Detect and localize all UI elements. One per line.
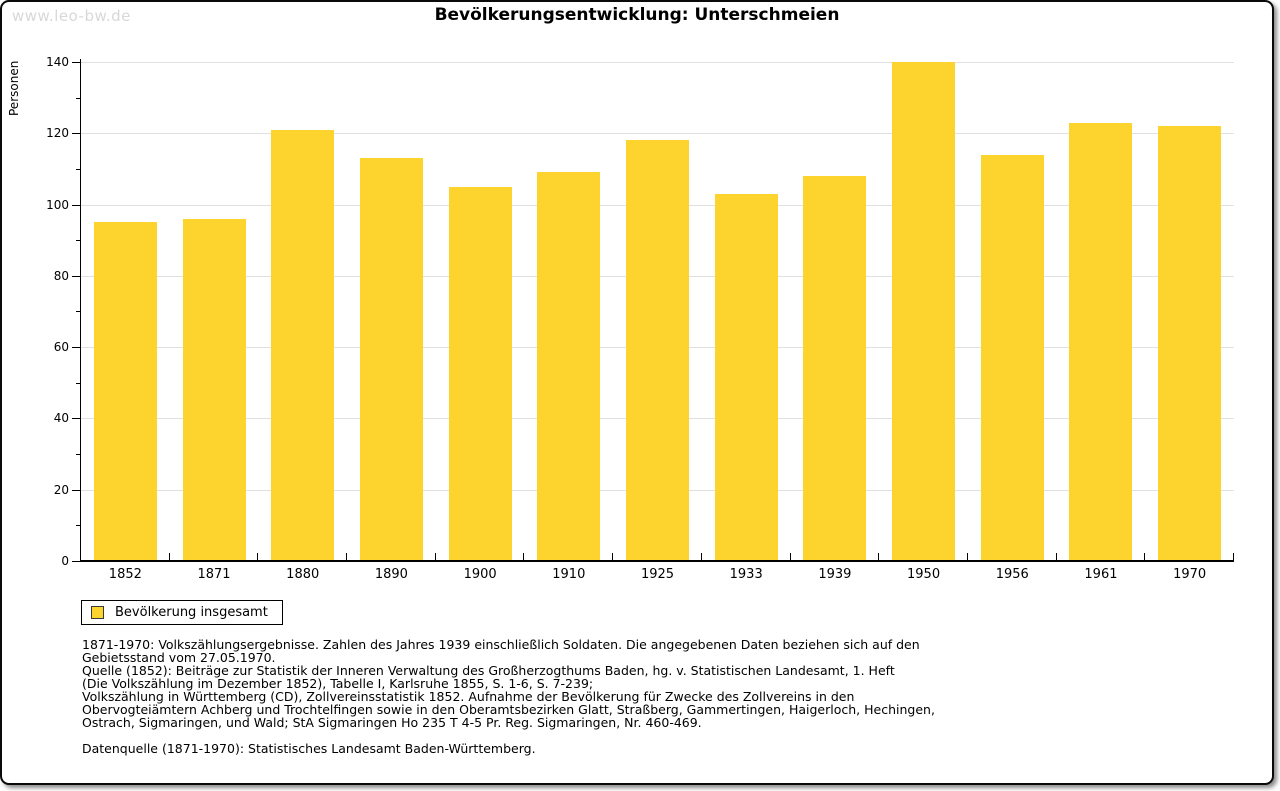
x-tick-label-1890: 1890: [374, 567, 408, 582]
y-major-tick-120: [72, 133, 81, 134]
x-tick-label-1925: 1925: [640, 567, 675, 582]
x-boundary-tick-13: [1233, 553, 1234, 561]
footnote-line-4: (Die Volkszählung im Dezember 1852), Tab…: [82, 676, 594, 691]
x-tick-label-1961: 1961: [1084, 567, 1118, 582]
y-tick-label-0: 0: [61, 554, 69, 568]
y-major-tick-0: [72, 561, 81, 562]
x-tick-label-1910: 1910: [552, 567, 586, 582]
y-major-tick-80: [72, 276, 81, 277]
bar-1961: [1069, 123, 1132, 561]
x-boundary-tick-6: [612, 553, 613, 561]
legend-swatch-icon: [91, 606, 104, 619]
x-boundary-tick-11: [1056, 553, 1057, 561]
footnote-line-3: Quelle (1852): Beiträge zur Statistik de…: [82, 663, 895, 678]
x-tick-label-1950: 1950: [907, 567, 941, 582]
x-tick-label-1939: 1939: [818, 567, 852, 582]
footnote-line-5: Volkszählung in Württemberg (CD), Zollve…: [82, 689, 855, 704]
bar-1925: [626, 140, 689, 561]
x-boundary-tick-2: [257, 553, 258, 561]
x-boundary-tick-8: [790, 553, 791, 561]
y-minor-tick-110: [76, 169, 81, 170]
x-tick-label-1933: 1933: [729, 567, 763, 582]
y-tick-label-80: 80: [53, 269, 69, 283]
x-boundary-tick-10: [967, 553, 968, 561]
x-boundary-tick-4: [435, 553, 436, 561]
footnote-line-2: Gebietsstand vom 27.05.1970.: [82, 650, 276, 665]
bar-1950: [892, 62, 955, 561]
bar-1910: [537, 172, 600, 561]
y-tick-label-140: 140: [46, 55, 69, 69]
x-boundary-tick-3: [346, 553, 347, 561]
bar-1933: [715, 194, 778, 561]
y-minor-tick-10: [76, 525, 81, 526]
bar-1852: [94, 222, 157, 561]
y-major-tick-140: [72, 62, 81, 63]
legend: Bevölkerung insgesamt: [81, 600, 283, 625]
y-minor-tick-90: [76, 240, 81, 241]
legend-label: Bevölkerung insgesamt: [115, 605, 268, 620]
x-axis-line: [80, 560, 1234, 562]
x-tick-label-1970: 1970: [1173, 567, 1207, 582]
y-tick-label-60: 60: [53, 340, 69, 354]
bar-1970: [1158, 126, 1221, 561]
bar-1900: [449, 187, 512, 561]
x-tick-label-1956: 1956: [995, 567, 1029, 582]
bar-1880: [271, 130, 334, 561]
bar-1956: [981, 155, 1044, 561]
page-title: Bevölkerungsentwicklung: Unterschmeien: [434, 5, 840, 25]
y-minor-tick-70: [76, 311, 81, 312]
y-tick-label-40: 40: [53, 411, 69, 425]
y-axis-line: [80, 59, 81, 561]
y-minor-tick-50: [76, 383, 81, 384]
gridline-140: [81, 62, 1234, 63]
y-axis-title: Personen: [7, 60, 21, 116]
y-major-tick-100: [72, 205, 81, 206]
plot-area: [72, 59, 1234, 562]
x-tick-label-1880: 1880: [286, 567, 320, 582]
x-boundary-tick-7: [701, 553, 702, 561]
watermark: www.leo-bw.de: [12, 7, 131, 25]
y-tick-label-100: 100: [46, 198, 69, 212]
footnotes: 1871-1970: Volkszählungsergebnisse. Zahl…: [82, 638, 935, 755]
y-major-tick-40: [72, 418, 81, 419]
y-tick-label-20: 20: [53, 483, 69, 497]
footnote-line-1: 1871-1970: Volkszählungsergebnisse. Zahl…: [82, 637, 920, 652]
bar-1890: [360, 158, 423, 561]
x-boundary-tick-12: [1144, 553, 1145, 561]
x-boundary-tick-1: [169, 553, 170, 561]
gridline-120: [81, 133, 1234, 134]
y-major-tick-60: [72, 347, 81, 348]
x-tick-label-1900: 1900: [463, 567, 497, 582]
y-tick-label-120: 120: [46, 126, 69, 140]
x-tick-label-1871: 1871: [197, 567, 231, 582]
bar-1871: [183, 219, 246, 561]
x-boundary-tick-9: [878, 553, 879, 561]
y-minor-tick-30: [76, 454, 81, 455]
bar-1939: [803, 176, 866, 561]
footnote-line-6: Obervogteiämtern Achberg und Trochtelfin…: [82, 702, 935, 717]
y-major-tick-20: [72, 490, 81, 491]
x-boundary-tick-5: [523, 553, 524, 561]
x-tick-label-1852: 1852: [108, 567, 142, 582]
y-minor-tick-130: [76, 98, 81, 99]
footnote-line-7: Ostrach, Sigmaringen, und Wald; StA Sigm…: [82, 715, 702, 730]
datasource-line: Datenquelle (1871-1970): Statistisches L…: [82, 741, 536, 756]
